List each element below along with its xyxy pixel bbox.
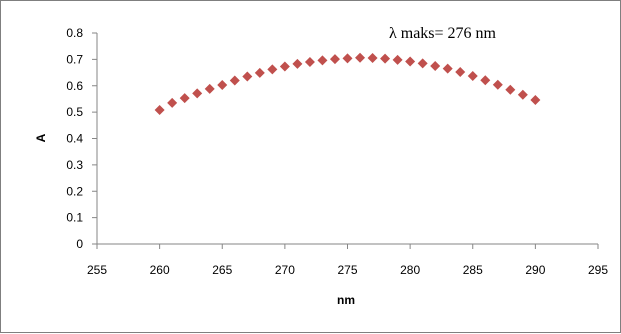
data-point	[430, 60, 441, 71]
data-point	[517, 89, 528, 100]
y-tick-label: 0.6	[66, 79, 83, 93]
data-point	[442, 63, 453, 74]
data-point	[279, 61, 290, 72]
y-tick-label: 0.1	[66, 211, 83, 225]
data-point	[530, 94, 541, 105]
data-point	[217, 79, 228, 90]
data-point	[417, 58, 428, 69]
y-axis-title: A	[34, 133, 48, 142]
data-point	[304, 57, 315, 68]
data-point	[455, 67, 466, 78]
x-tick-label: 255	[87, 263, 107, 277]
data-point	[480, 75, 491, 86]
x-tick-label: 270	[275, 263, 295, 277]
data-point	[342, 53, 353, 64]
data-point	[355, 52, 366, 63]
data-point	[392, 54, 403, 65]
data-point	[317, 55, 328, 66]
axes	[92, 32, 599, 249]
data-point	[204, 83, 215, 94]
data-point	[192, 88, 203, 99]
y-tick-label: 0.2	[66, 184, 83, 198]
x-tick-label: 275	[337, 263, 357, 277]
data-point	[267, 64, 278, 75]
x-tick-labels: 255 260 265 270 275 280 285 290 295	[87, 263, 608, 277]
x-tick-label: 260	[150, 263, 170, 277]
data-point	[505, 84, 516, 95]
x-axis-title: nm	[337, 293, 355, 307]
y-tick-label: 0.8	[66, 26, 83, 40]
y-tick-label: 0.5	[66, 105, 83, 119]
data-point	[242, 71, 253, 82]
x-tick-label: 285	[463, 263, 483, 277]
x-tick-label: 295	[588, 263, 608, 277]
data-point	[154, 105, 165, 116]
data-point	[367, 53, 378, 64]
data-point	[229, 75, 240, 86]
data-point	[254, 67, 265, 78]
x-tick-label: 265	[212, 263, 232, 277]
data-point	[329, 54, 340, 65]
data-point	[380, 53, 391, 64]
x-tick-label: 290	[525, 263, 545, 277]
data-point	[167, 97, 178, 108]
y-tick-label: 0.7	[66, 52, 83, 66]
data-point	[492, 79, 503, 90]
y-tick-labels: 0 0.1 0.2 0.3 0.4 0.5 0.6 0.7 0.8	[66, 26, 83, 251]
data-point	[467, 70, 478, 81]
y-tick-label: 0.4	[66, 132, 83, 146]
data-point	[405, 56, 416, 67]
lambda-max-annotation: λ maks= 276 nm	[389, 25, 497, 42]
data-point	[179, 93, 190, 104]
y-tick-label: 0.3	[66, 158, 83, 172]
x-tick-label: 280	[400, 263, 420, 277]
data-point	[292, 58, 303, 69]
y-tick-label: 0	[76, 237, 83, 251]
data-markers	[154, 52, 541, 116]
